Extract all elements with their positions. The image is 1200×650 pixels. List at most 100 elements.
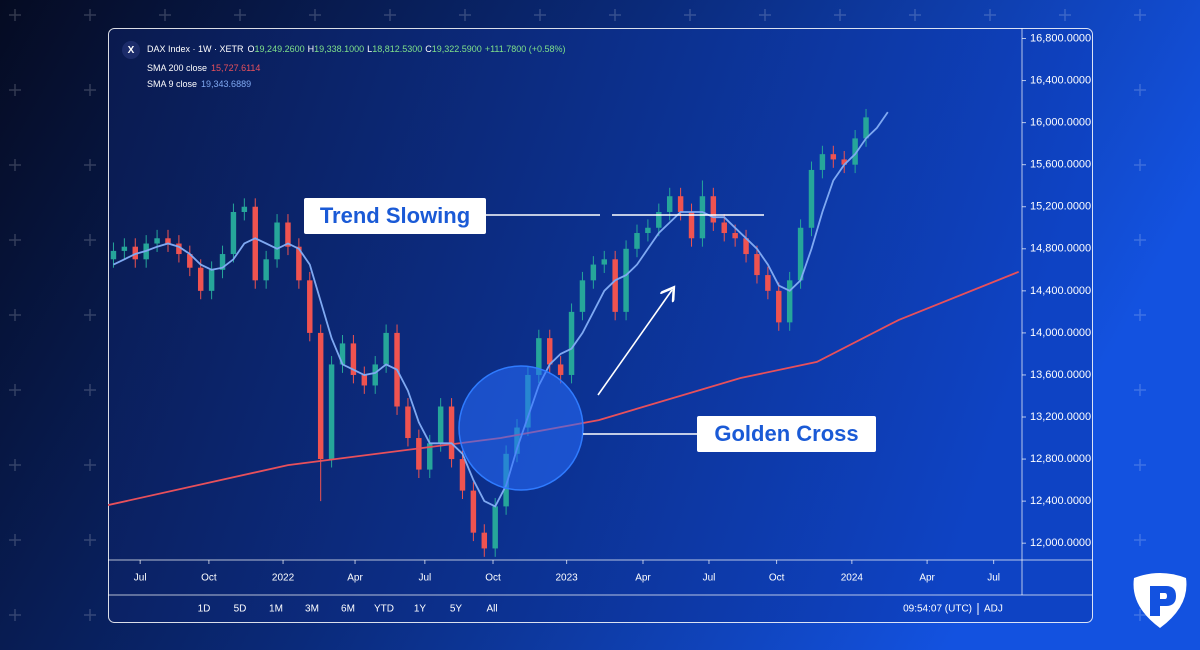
candle-body bbox=[372, 364, 378, 386]
candle-body bbox=[219, 254, 226, 270]
candle-body bbox=[754, 254, 760, 276]
candle-body bbox=[230, 211, 237, 255]
x-tick-label: 2024 bbox=[841, 573, 864, 584]
timeframe-button[interactable]: 3M bbox=[305, 604, 319, 615]
candle-body bbox=[481, 532, 488, 549]
timeframe-button[interactable]: 6M bbox=[341, 604, 355, 615]
candle-body bbox=[427, 443, 433, 470]
candle-body bbox=[263, 259, 269, 281]
x-tick-label: Apr bbox=[347, 573, 363, 584]
trend-arrow bbox=[597, 290, 672, 396]
candle-body bbox=[852, 138, 858, 165]
candle-body bbox=[688, 211, 695, 239]
y-tick-label: 16,000.0000 bbox=[1030, 117, 1091, 129]
candle-body bbox=[459, 459, 466, 491]
candle-body bbox=[863, 117, 869, 139]
clock: 09:54:07 (UTC) bbox=[903, 604, 972, 615]
candle-body bbox=[437, 406, 444, 444]
candle-body bbox=[296, 246, 302, 281]
timeframe-button[interactable]: All bbox=[486, 604, 497, 615]
timeframe-button[interactable]: 5D bbox=[234, 604, 247, 615]
candle-body bbox=[808, 169, 815, 228]
candle-body bbox=[656, 211, 662, 228]
candle-body bbox=[819, 154, 826, 170]
candle-body bbox=[786, 280, 793, 323]
y-tick-label: 14,400.0000 bbox=[1030, 285, 1091, 297]
candle-body bbox=[317, 332, 324, 460]
candle-body bbox=[492, 506, 498, 549]
y-tick-label: 13,200.0000 bbox=[1030, 411, 1091, 423]
candle-body bbox=[721, 222, 727, 234]
quote-key: L bbox=[367, 44, 372, 54]
annotation-text: Trend Slowing bbox=[320, 203, 470, 228]
logo bbox=[1133, 573, 1187, 628]
candle-body bbox=[797, 227, 804, 281]
candle-body bbox=[470, 490, 477, 533]
candle-body bbox=[579, 280, 586, 312]
candle-body bbox=[645, 227, 651, 234]
candle-body bbox=[557, 364, 564, 375]
y-tick-label: 16,800.0000 bbox=[1030, 32, 1091, 44]
quote-value: 19,338.1000 bbox=[314, 44, 364, 54]
timeframe-button[interactable]: YTD bbox=[374, 604, 394, 615]
y-tick-label: 12,000.0000 bbox=[1030, 537, 1091, 549]
candle-body bbox=[307, 280, 313, 333]
annotation-text: Golden Cross bbox=[714, 421, 858, 446]
y-tick-label: 13,600.0000 bbox=[1030, 369, 1091, 381]
candle-body bbox=[568, 311, 575, 375]
candle-body bbox=[765, 275, 771, 291]
candle-body bbox=[634, 233, 640, 249]
candle-body bbox=[252, 206, 258, 281]
x-tick-label: 2022 bbox=[272, 573, 295, 584]
symbol-icon bbox=[122, 41, 140, 59]
timeframe-button[interactable]: 1Y bbox=[414, 604, 427, 615]
axes: 12,000.0000 12,400.0000 12,800.0000 13,200.… bbox=[134, 32, 1091, 583]
candle-body bbox=[666, 196, 673, 212]
candle-body bbox=[339, 343, 346, 365]
x-tick-label: Jul bbox=[418, 573, 431, 584]
candle-body bbox=[274, 222, 280, 260]
candle-body bbox=[121, 246, 128, 251]
quote-value: 19,322.5900 bbox=[432, 44, 482, 54]
candle-body bbox=[841, 159, 847, 165]
legend-name: SMA 9 close bbox=[147, 79, 197, 89]
golden-cross-highlight bbox=[458, 365, 584, 491]
x-tick-label: Apr bbox=[635, 573, 651, 584]
quote-value: 19,249.2600 bbox=[255, 44, 305, 54]
candle-body bbox=[743, 238, 749, 255]
timeframe-button[interactable]: 1M bbox=[269, 604, 283, 615]
y-tick-label: 15,600.0000 bbox=[1030, 159, 1091, 171]
candle-body bbox=[612, 259, 618, 312]
x-tick-label: Jul bbox=[987, 573, 1000, 584]
y-tick-label: 12,800.0000 bbox=[1030, 453, 1091, 465]
x-tick-label: Oct bbox=[485, 573, 501, 584]
symbol: DAX Index · 1W · XETR bbox=[147, 44, 244, 54]
quote-key: C bbox=[425, 44, 432, 54]
y-tick-label: 14,000.0000 bbox=[1030, 327, 1091, 339]
candle-body bbox=[328, 364, 335, 460]
candle-body bbox=[732, 233, 738, 239]
candle-body bbox=[830, 154, 837, 160]
candle-body bbox=[350, 343, 357, 375]
candle-body bbox=[699, 196, 706, 239]
candle-body bbox=[623, 248, 629, 312]
x-tick-label: Oct bbox=[769, 573, 785, 584]
x-tick-label: Apr bbox=[919, 573, 935, 584]
toolbar: 1D 5D 1M 3M 6M YTD 1Y 5Y All bbox=[198, 604, 498, 615]
legend-value: 15,727.6114 bbox=[211, 63, 260, 73]
legend-sma9: SMA 9 close 19,343.6889 bbox=[147, 79, 251, 89]
candle-body bbox=[448, 406, 455, 460]
annotation-box bbox=[697, 416, 876, 452]
adj-toggle[interactable]: ADJ bbox=[984, 604, 1003, 615]
legend-name: SMA 200 close bbox=[147, 63, 207, 73]
plot bbox=[108, 108, 1020, 557]
candle-body bbox=[154, 238, 160, 244]
candle-body bbox=[285, 222, 291, 247]
quote-value: 18,812.5300 bbox=[372, 44, 422, 54]
y-tick-label: 15,200.0000 bbox=[1030, 201, 1091, 213]
timeframe-button[interactable]: 5Y bbox=[450, 604, 463, 615]
symbol-icon-text: X bbox=[128, 45, 135, 56]
timeframe-button[interactable]: 1D bbox=[198, 604, 211, 615]
